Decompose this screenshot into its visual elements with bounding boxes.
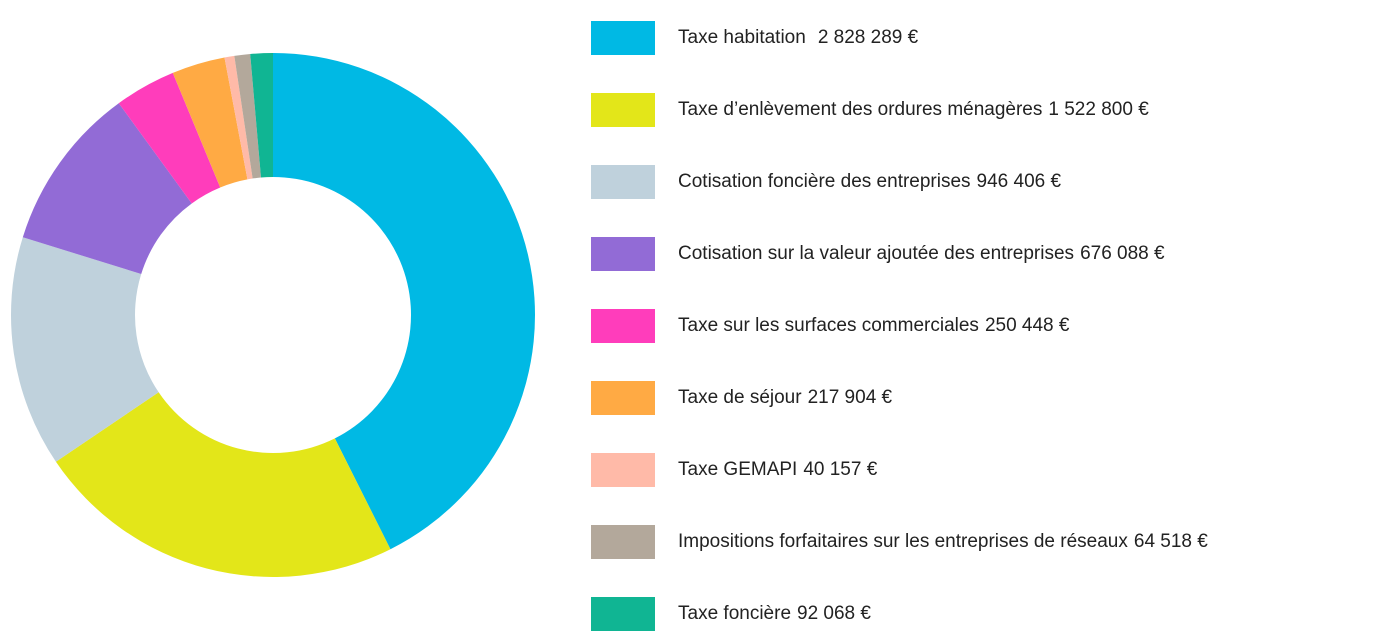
legend-name: Taxe foncière [678, 603, 791, 624]
legend-name: Impositions forfaitaires sur les entrepr… [678, 531, 1128, 552]
slice [250, 53, 273, 178]
slice [22, 103, 192, 275]
legend-name: Taxe d’enlèvement des ordures ménagères [678, 99, 1042, 120]
legend-name: Cotisation sur la valeur ajoutée des ent… [678, 243, 1074, 264]
legend-name: Taxe sur les surfaces commerciales [678, 315, 979, 336]
legend-value: 40 157 € [803, 459, 877, 480]
slice [10, 237, 159, 462]
legend-name: Taxe habitation [678, 27, 806, 48]
legend-name: Cotisation foncière des entreprises [678, 171, 971, 192]
legend-name: Taxe GEMAPI [678, 459, 797, 480]
slice [234, 53, 261, 179]
legend-swatch [591, 525, 655, 559]
slice [273, 53, 535, 550]
legend-value: 92 068 € [797, 603, 871, 624]
legend-name: Taxe de séjour [678, 387, 802, 408]
legend-label: Cotisation sur la valeur ajoutée des ent… [678, 243, 1165, 264]
legend-value: 2 828 289 € [818, 27, 919, 48]
legend-label: Cotisation foncière des entreprises 946 4… [678, 171, 1062, 192]
legend-value: 946 406 € [977, 171, 1062, 192]
legend-swatch [591, 93, 655, 127]
legend-label: Taxe de séjour 217 904 € [678, 387, 893, 408]
legend-value: 1 522 800 € [1048, 99, 1149, 120]
legend-value: 676 088 € [1080, 243, 1165, 264]
legend-swatch [591, 165, 655, 199]
slice [118, 72, 221, 204]
legend-swatch [591, 309, 655, 343]
legend-swatch [591, 453, 655, 487]
legend-swatch [591, 21, 655, 55]
legend-label: Taxe foncière 92 068 € [678, 603, 871, 624]
slice [172, 57, 248, 188]
legend-label: Taxe habitation 2 828 289 € [678, 27, 919, 48]
legend-value: 250 448 € [985, 315, 1070, 336]
legend-value: 217 904 € [808, 387, 893, 408]
legend-value: 64 518 € [1134, 531, 1208, 552]
legend-label: Impositions forfaitaires sur les entrepr… [678, 531, 1208, 552]
legend-label: Taxe GEMAPI 40 157 € [678, 459, 878, 480]
legend-swatch [591, 381, 655, 415]
legend-label: Taxe d’enlèvement des ordures ménagères 1… [678, 99, 1149, 120]
legend-swatch [591, 597, 655, 631]
legend-swatch [591, 237, 655, 271]
legend-label: Taxe sur les surfaces commerciales 250 44… [678, 315, 1070, 336]
slice [55, 392, 391, 577]
slice [224, 55, 253, 180]
